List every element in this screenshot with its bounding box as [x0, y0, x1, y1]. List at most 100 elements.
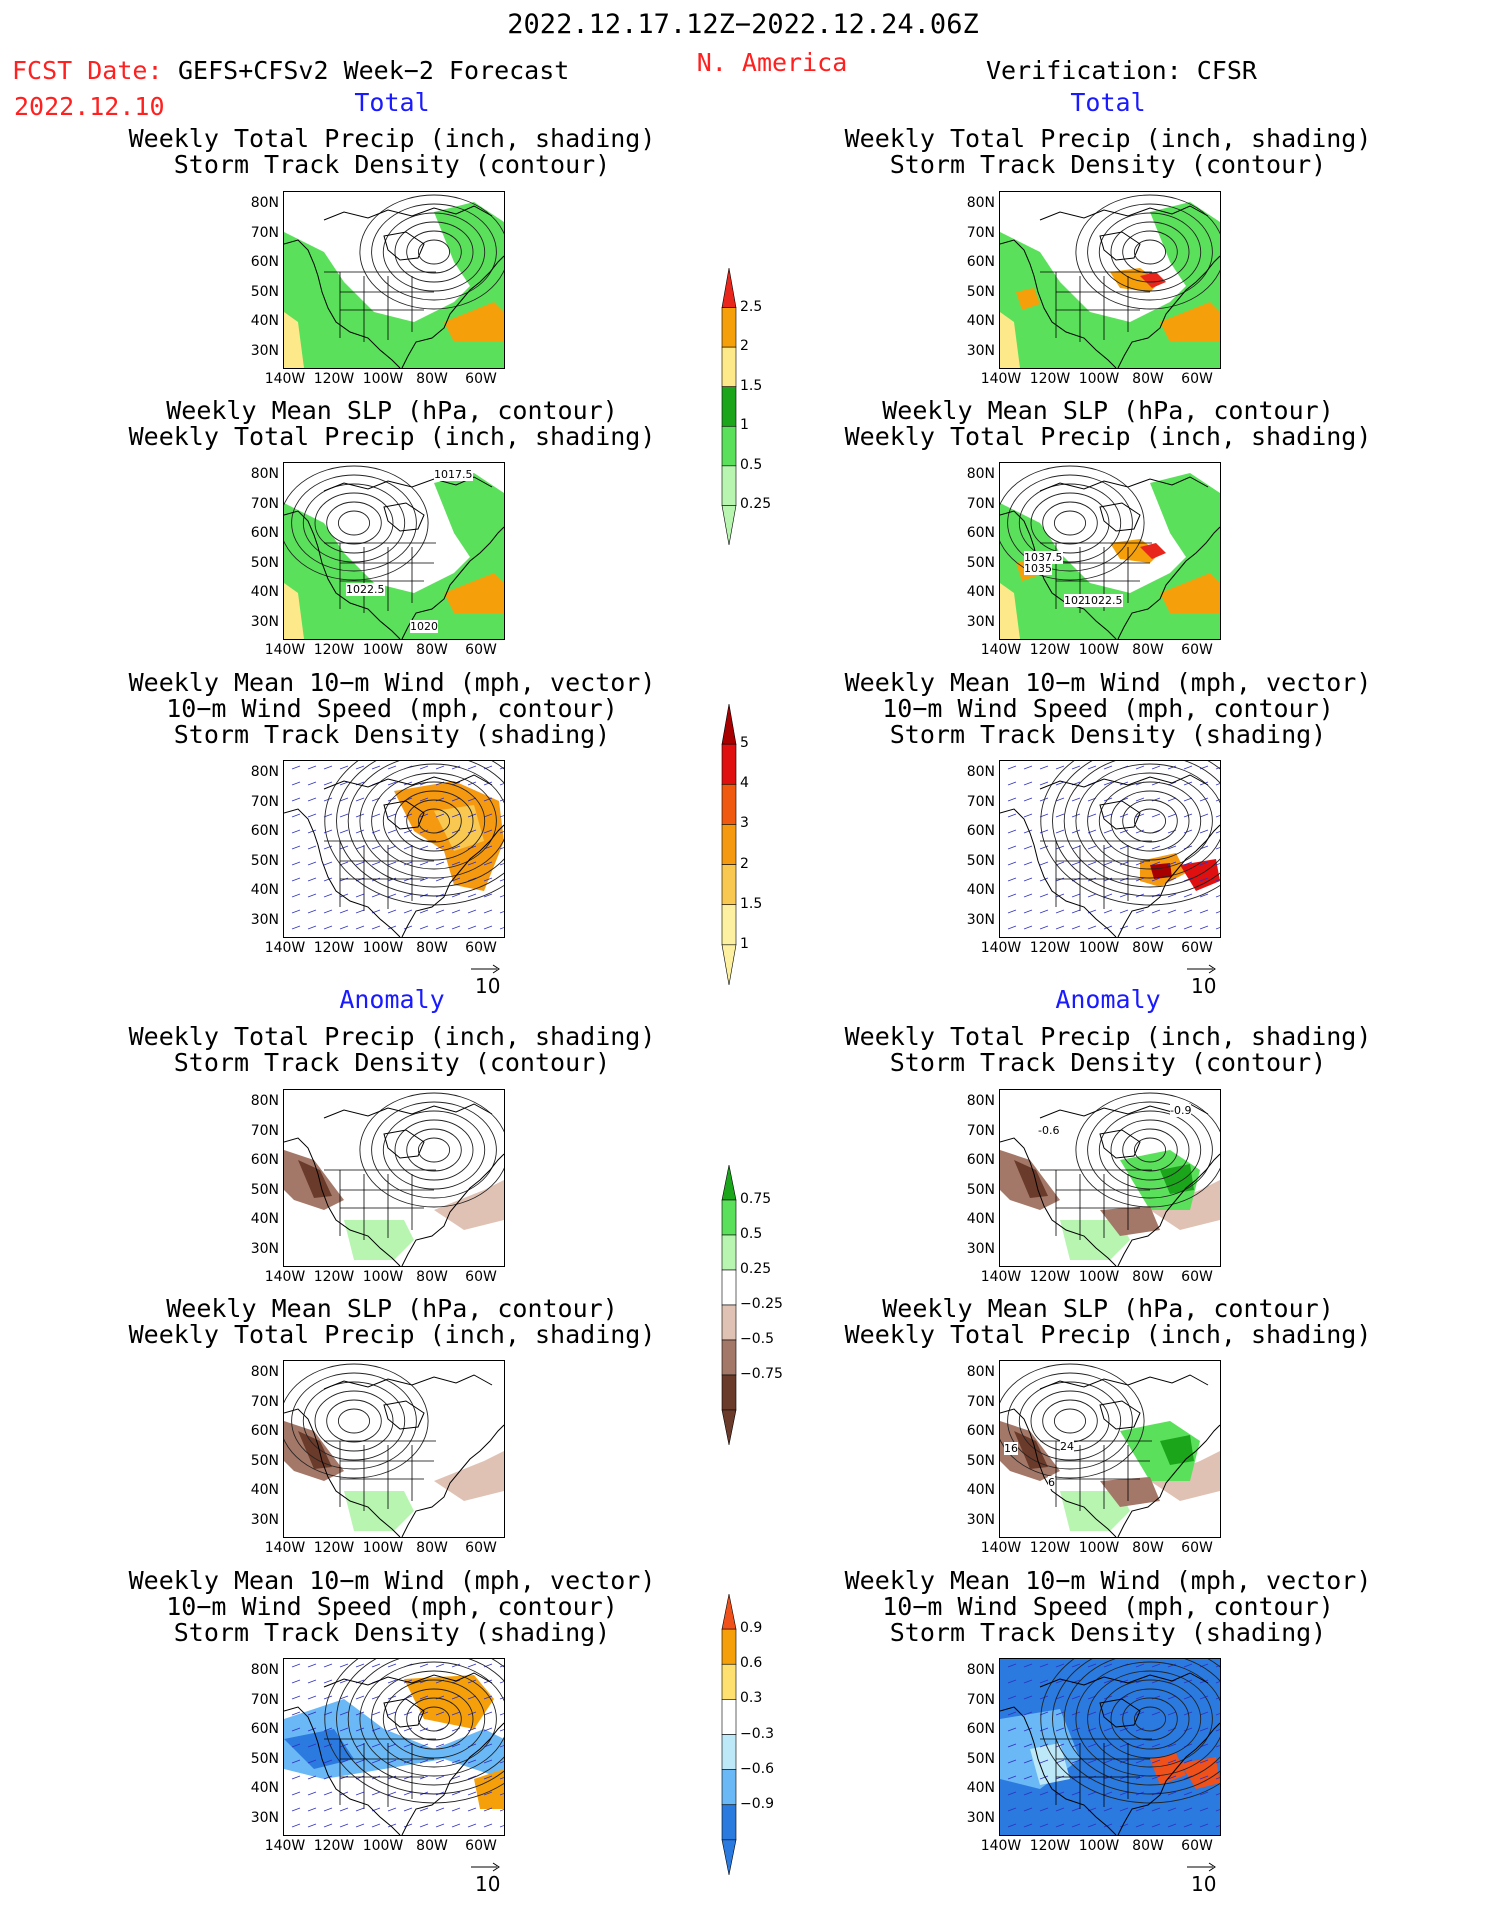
lon-tick-label: 60W: [1181, 1540, 1213, 1556]
lat-tick-label: 70N: [966, 224, 995, 241]
colorbar-tick-label: 5: [740, 735, 749, 752]
panel-title-line: Storm Track Density (contour): [889, 1048, 1327, 1077]
lat-tick-label: 80N: [966, 1364, 995, 1380]
lat-tick-label: 50N: [966, 283, 995, 300]
lon-tick-label: 60W: [1181, 1838, 1213, 1854]
map-panel: [999, 1360, 1221, 1538]
colorbar-tick-label: −0.25: [740, 1296, 783, 1312]
panel-title-line: Storm Track Density (shading): [889, 1618, 1327, 1647]
lon-tick-label: 120W: [313, 940, 355, 956]
map-panel: [283, 1089, 505, 1267]
colorbar-tick-label: 0.6: [740, 1655, 763, 1672]
lon-tick-label: 80W: [416, 642, 448, 658]
lon-tick-label: 120W: [313, 1838, 355, 1854]
map-panel: [283, 462, 505, 640]
colorbar-track_anom: [721, 1593, 737, 1876]
lat-tick-label: 60N: [250, 525, 279, 541]
lat-tick-label: 70N: [250, 1691, 279, 1708]
vector-ref-arrow: [1187, 964, 1216, 974]
lat-tick-label: 50N: [250, 1452, 279, 1469]
panel-title-line: Weekly Mean 10−m Wind (mph, vector): [128, 1566, 656, 1595]
contour-value-label: 16: [1004, 1442, 1018, 1455]
lon-tick-label: 140W: [264, 940, 306, 956]
lat-tick-label: 40N: [250, 882, 279, 898]
lon-tick-label: 120W: [1029, 1838, 1071, 1854]
lon-tick-label: 60W: [1181, 642, 1213, 658]
lon-tick-label: 100W: [1078, 1838, 1120, 1854]
lon-tick-label: 140W: [264, 642, 306, 658]
lat-tick-label: 80N: [250, 1364, 279, 1380]
lon-tick-label: 140W: [264, 371, 306, 387]
lat-tick-label: 60N: [250, 1721, 279, 1737]
panel-title-line: Storm Track Density (shading): [173, 720, 611, 749]
lat-tick-label: 40N: [250, 1211, 279, 1227]
lat-tick-label: 40N: [966, 882, 995, 898]
lon-tick-label: 100W: [1078, 642, 1120, 658]
lat-tick-label: 70N: [966, 1691, 995, 1708]
colorbar-tick-label: 2: [740, 855, 749, 872]
contour-value-label: 6: [1048, 1476, 1055, 1489]
lon-tick-label: 80W: [1132, 1838, 1164, 1854]
panel-title-line: Storm Track Density (shading): [889, 720, 1327, 749]
lon-tick-label: 140W: [980, 1269, 1022, 1285]
lat-tick-label: 70N: [250, 495, 279, 512]
lat-tick-label: 40N: [966, 584, 995, 600]
lon-tick-label: 100W: [1078, 940, 1120, 956]
lon-tick-label: 100W: [1078, 1540, 1120, 1556]
lat-tick-label: 30N: [966, 911, 995, 928]
lon-tick-label: 60W: [465, 642, 497, 658]
lat-tick-label: 50N: [250, 1181, 279, 1198]
lat-tick-label: 80N: [966, 1093, 995, 1109]
lat-tick-label: 30N: [250, 1809, 279, 1826]
map-panel: [999, 1089, 1221, 1267]
map-panel: [999, 191, 1221, 369]
lon-tick-label: 60W: [465, 1838, 497, 1854]
lat-tick-label: 40N: [250, 313, 279, 329]
lat-tick-label: 60N: [250, 1423, 279, 1439]
contour-value-label: 24: [1060, 1440, 1074, 1453]
lat-tick-label: 50N: [966, 1452, 995, 1469]
colorbar-tick-label: 0.75: [740, 1191, 772, 1207]
lon-tick-label: 80W: [1132, 1269, 1164, 1285]
lat-tick-label: 50N: [966, 1181, 995, 1198]
verification-label: Verification: CFSR: [986, 56, 1257, 85]
lon-tick-label: 120W: [1029, 1540, 1071, 1556]
lat-tick-label: 50N: [250, 852, 279, 869]
lat-tick-label: 60N: [966, 525, 995, 541]
panel-title-line: 10−m Wind Speed (mph, contour): [882, 1592, 1334, 1621]
panel-title-line: Weekly Mean SLP (hPa, contour): [166, 396, 618, 425]
lon-tick-label: 140W: [980, 1838, 1022, 1854]
period-title: 2022.12.17.12Z−2022.12.24.06Z: [507, 9, 979, 40]
colorbar-precip_total: [721, 267, 737, 546]
panel-title-line: Storm Track Density (shading): [173, 1618, 611, 1647]
lat-tick-label: 70N: [250, 1122, 279, 1139]
lat-tick-label: 60N: [250, 1152, 279, 1168]
lon-tick-label: 80W: [1132, 642, 1164, 658]
lat-tick-label: 50N: [250, 554, 279, 571]
lon-tick-label: 100W: [362, 371, 404, 387]
colorbar-tick-label: 1.5: [740, 895, 763, 912]
vector-ref-arrow: [471, 1862, 500, 1872]
lon-tick-label: 100W: [362, 1838, 404, 1854]
lon-tick-label: 80W: [1132, 371, 1164, 387]
lon-tick-label: 120W: [313, 371, 355, 387]
lat-tick-label: 70N: [966, 495, 995, 512]
contour-value-label: 1037.5: [1024, 551, 1063, 564]
map-panel: [999, 1658, 1221, 1836]
lon-tick-label: 80W: [416, 1540, 448, 1556]
lon-tick-label: 120W: [313, 1540, 355, 1556]
lon-tick-label: 140W: [980, 371, 1022, 387]
panel-title-line: Weekly Mean SLP (hPa, contour): [882, 396, 1334, 425]
colorbar-tick-label: 0.3: [740, 1690, 763, 1707]
lat-tick-label: 30N: [966, 1809, 995, 1826]
lon-tick-label: 80W: [1132, 1540, 1164, 1556]
lon-tick-label: 120W: [1029, 1269, 1071, 1285]
colorbar-tick-label: 1: [740, 417, 749, 434]
panel-title-line: Weekly Total Precip (inch, shading): [844, 124, 1372, 153]
lon-tick-label: 60W: [1181, 371, 1213, 387]
lon-tick-label: 60W: [465, 1540, 497, 1556]
panel-title-line: 10−m Wind Speed (mph, contour): [882, 694, 1334, 723]
lat-tick-label: 60N: [250, 823, 279, 839]
lat-tick-label: 40N: [966, 313, 995, 329]
lon-tick-label: 120W: [1029, 371, 1071, 387]
